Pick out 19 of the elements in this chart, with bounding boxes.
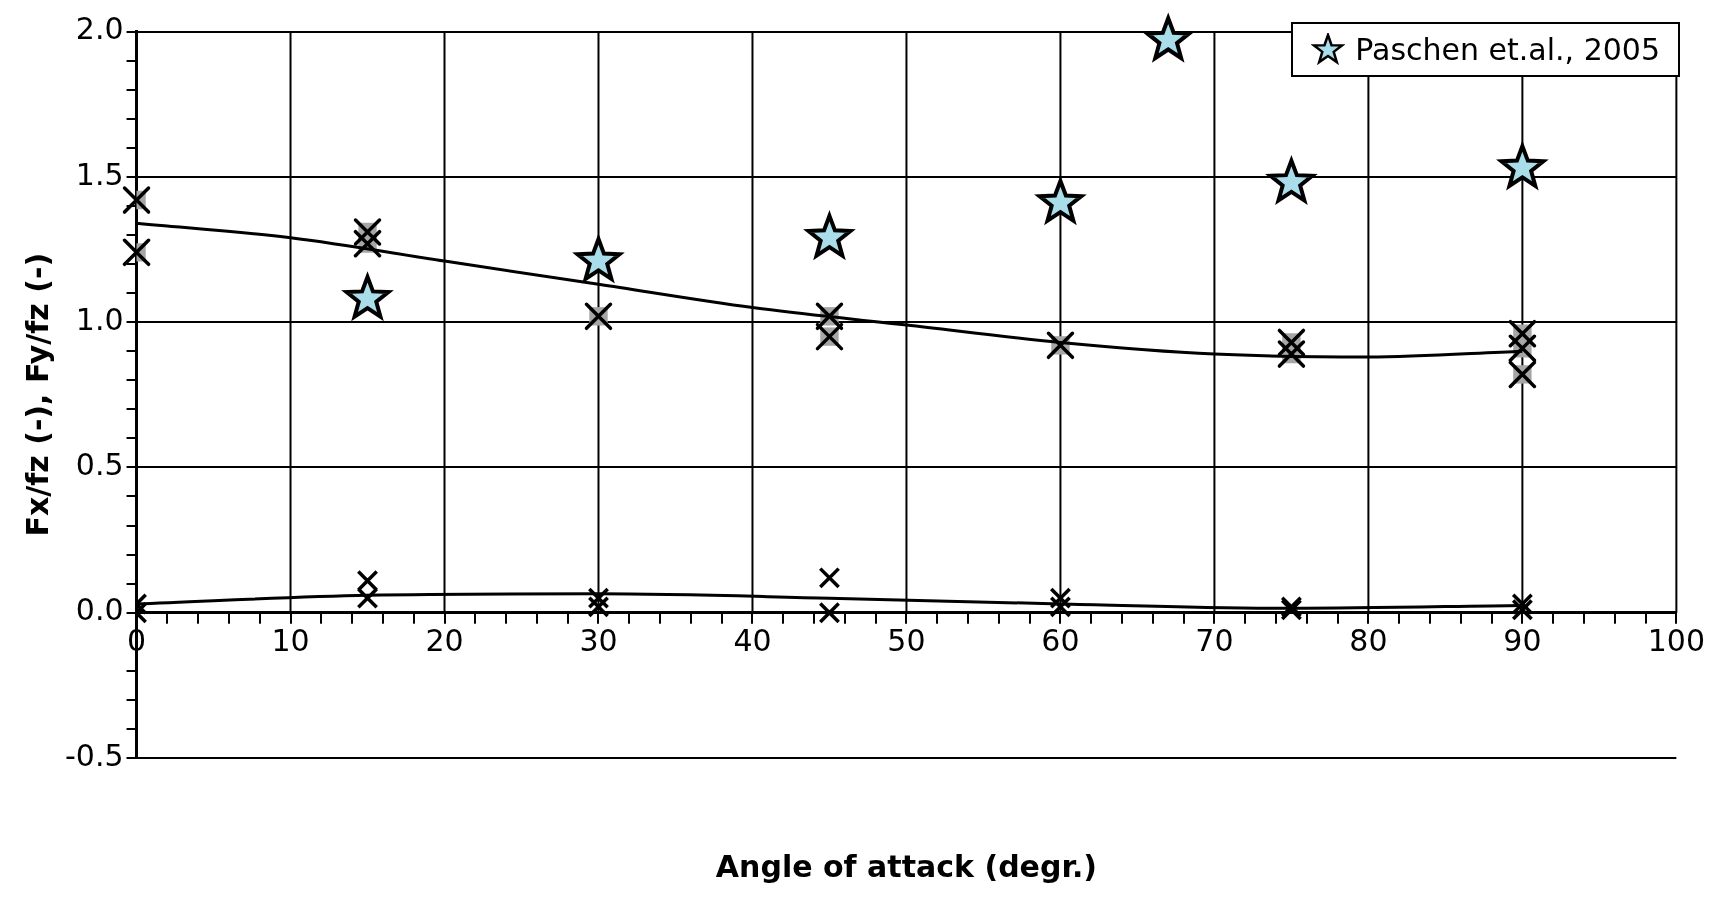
y-tick-label: 0.5 [75,447,124,483]
x-tick-label: 80 [1349,623,1388,659]
x-tick-label: 70 [1195,623,1234,659]
x-axis-title: Angle of attack (degr.) [715,848,1098,884]
y-tick-label: 0.0 [75,592,124,628]
y-axis-title: Fx/fz (-), Fy/fz (-) [19,252,55,537]
x-tick-label: 90 [1503,623,1542,659]
y-tick-label: -0.5 [64,737,124,773]
x-tick-label: 20 [425,623,464,659]
x-tick-label: 50 [887,623,926,659]
x-tick-label: 60 [1041,623,1080,659]
y-tick-label: 2.0 [75,11,124,47]
x-tick-label: 10 [271,623,310,659]
x-tick-label: 30 [579,623,618,659]
legend-label: Paschen et.al., 2005 [1355,32,1660,67]
y-tick-label: 1.0 [75,301,124,337]
x-tick-label: 100 [1647,623,1705,659]
x-tick-label: 40 [733,623,772,659]
y-tick-label: 1.5 [75,156,124,192]
